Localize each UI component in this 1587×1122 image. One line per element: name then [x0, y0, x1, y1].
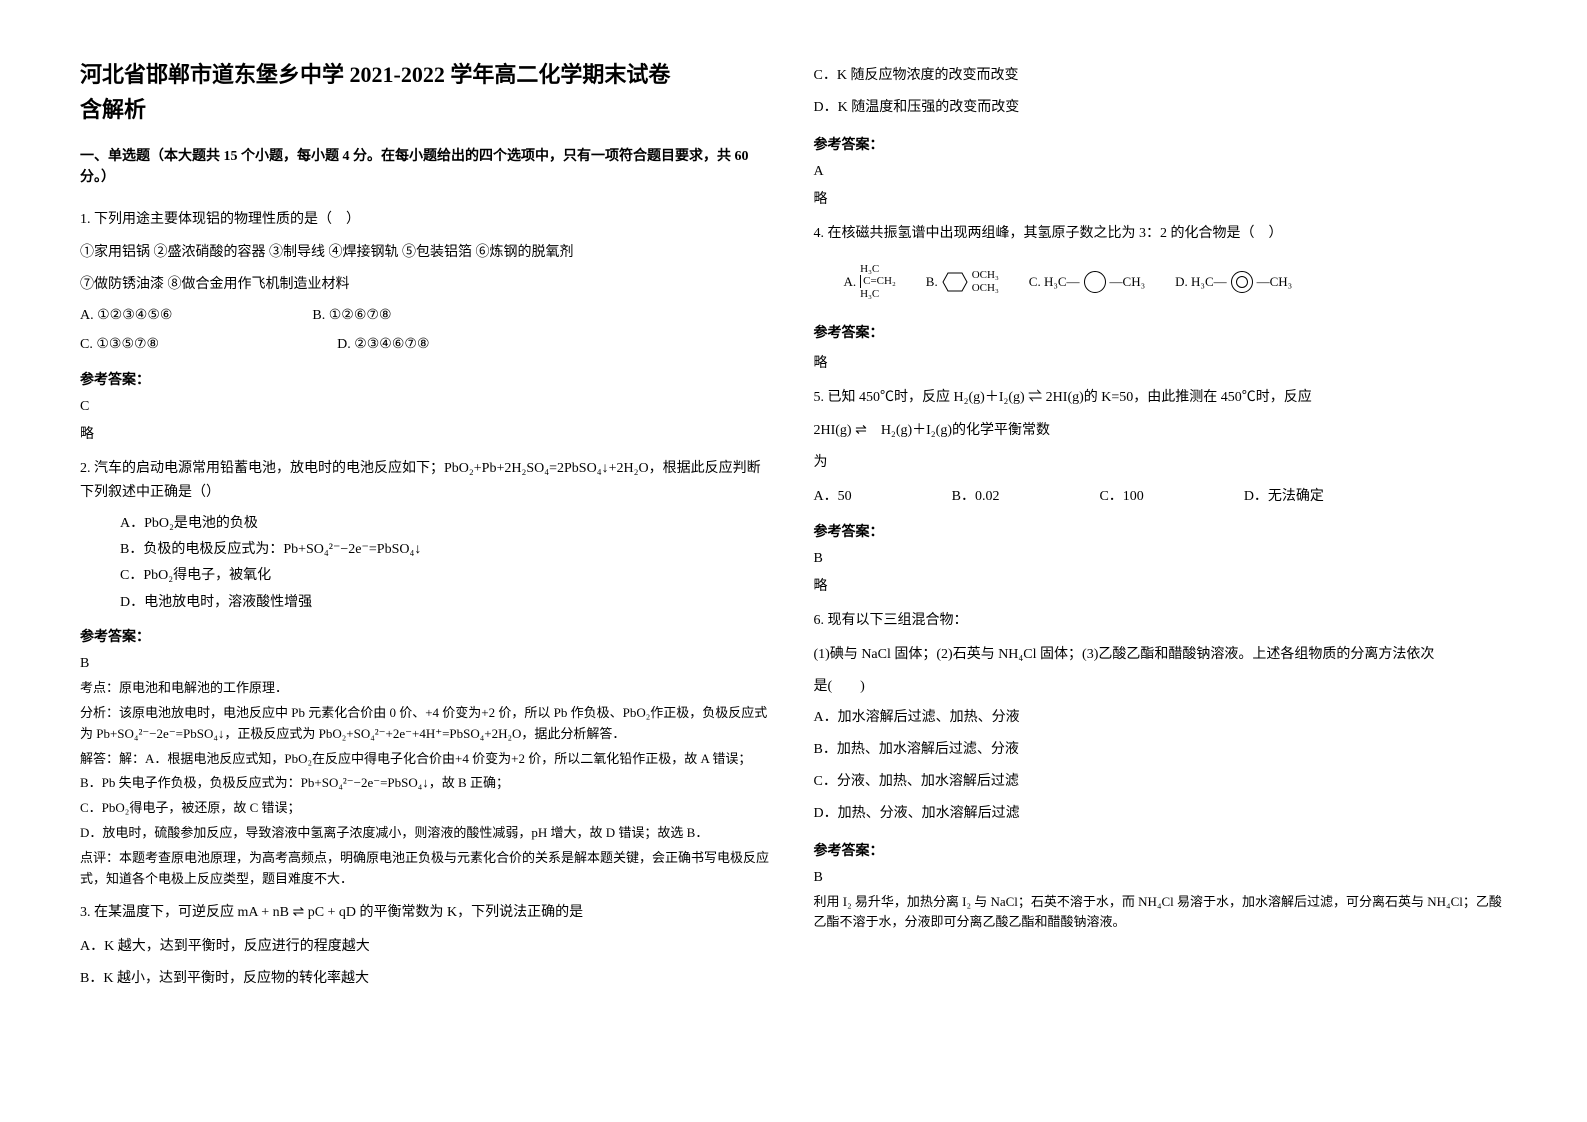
q4-structA-mid: C=CH₂ [860, 275, 896, 287]
q5-options: A．50 B．0.02 C．100 D．无法确定 [814, 485, 1508, 505]
q1-stem: 1. 下列用途主要体现铝的物理性质的是（ ） [80, 208, 774, 232]
q2-analysis-1: 考点：原电池和电解池的工作原理． [80, 678, 774, 699]
q3-stem: 3. 在某温度下，可逆反应 mA + nB ⇌ pC + qD 的平衡常数为 K… [80, 901, 774, 925]
q3-optA: A．K 越大，达到平衡时，反应进行的程度越大 [80, 935, 774, 959]
q2-analysis-2: 分析：该原电池放电时，电池反应中 Pb 元素化合价由 0 价、+4 价变为+2 … [80, 703, 774, 745]
q4-omit: 略 [814, 352, 1508, 372]
q2-answer-label: 参考答案： [80, 626, 774, 646]
q3-answer: A [814, 164, 1508, 180]
q4-structB: B. OCH₃ OCH₃ [926, 269, 999, 293]
q2-analysis-4: B．Pb 失电子作负极，负极反应式为：Pb+SO₄²⁻−2e⁻=PbSO₄↓，故… [80, 773, 774, 794]
q6-answer-label: 参考答案： [814, 840, 1508, 860]
q6-optB: B．加热、加水溶解后过滤、分液 [814, 738, 1508, 762]
q2-analysis-3: 解答：解：A．根据电池反应式知，PbO₂在反应中得电子化合价由+4 价变为+2 … [80, 749, 774, 770]
q2-optB: B．负极的电极反应式为：Pb+SO₄²⁻−2e⁻=PbSO₄↓ [120, 539, 774, 561]
q6-stem: 6. 现有以下三组混合物： [814, 609, 1508, 633]
q4-structA-top: H₃C [860, 263, 896, 275]
q6-analysis: 利用 I₂ 易升华，加热分离 I₂ 与 NaCl；石英不溶于水，而 NH₄Cl … [814, 892, 1508, 934]
q3-answer-label: 参考答案： [814, 134, 1508, 154]
q4-structures: A. H₃C C=CH₂ H₃C B. OCH₃ OCH₃ C. H₃C— —C… [844, 263, 1508, 299]
q3-optB: B．K 越小，达到平衡时，反应物的转化率越大 [80, 967, 774, 991]
q4-structB-top: OCH₃ [972, 269, 999, 281]
q3-omit: 略 [814, 188, 1508, 208]
q4-structA-bot: H₃C [860, 288, 896, 300]
ring-inner-icon [1236, 276, 1248, 288]
q4-structB-frac: OCH₃ OCH₃ [972, 269, 999, 293]
q4-labA: A. [844, 274, 857, 290]
q1-optA: A. ①②③④⑤⑥ [80, 307, 172, 324]
q2-optD: D．电池放电时，溶液酸性增强 [120, 592, 774, 614]
q6-optD: D．加热、分液、加水溶解后过滤 [814, 802, 1508, 826]
q1-answer-label: 参考答案： [80, 369, 774, 389]
benzene-ring-icon [1231, 271, 1253, 293]
q4-structA: A. H₃C C=CH₂ H₃C [844, 263, 896, 299]
q5-stem2: 2HI(g) ⇌ H₂(g)＋I₂(g)的化学平衡常数 [814, 419, 1508, 443]
q4-labD: D. H₃C— [1175, 274, 1226, 290]
q1-answer: C [80, 399, 774, 415]
q4-labC: C. H₃C— [1029, 274, 1080, 290]
q4-labB: B. [926, 274, 938, 290]
q6-line2: 是( ) [814, 675, 1508, 699]
q1-optC: C. ①③⑤⑦⑧ [80, 336, 159, 353]
q4-structB-bot: OCH₃ [972, 282, 999, 294]
q2-stem: 2. 汽车的启动电源常用铅蓄电池，放电时的电池反应如下；PbO₂+Pb+2H₂S… [80, 457, 774, 505]
exam-title-line1: 河北省邯郸市道东堡乡中学 2021-2022 学年高二化学期末试卷 [80, 60, 774, 91]
q4-structD: D. H₃C— —CH₃ [1175, 271, 1292, 293]
q3-optD: D．K 随温度和压强的改变而改变 [814, 96, 1508, 120]
section-header: 一、单选题（本大题共 15 个小题，每小题 4 分。在每小题给出的四个选项中，只… [80, 146, 774, 188]
q2-optA: A．PbO₂是电池的负极 [120, 513, 774, 535]
q5-omit: 略 [814, 575, 1508, 595]
q5-stem3: 为 [814, 451, 1508, 475]
q5-answer-label: 参考答案： [814, 521, 1508, 541]
q4-structC: C. H₃C— —CH₃ [1029, 271, 1145, 293]
q5-optA: A．50 [814, 485, 852, 505]
q6-answer: B [814, 870, 1508, 886]
q4-structA-frac: H₃C C=CH₂ H₃C [860, 263, 896, 299]
q4-stem: 4. 在核磁共振氢谱中出现两组峰，其氢原子数之比为 3：2 的化合物是（ ） [814, 222, 1508, 246]
q6-optA: A．加水溶解后过滤、加热、分液 [814, 706, 1508, 730]
q1-options-row1: A. ①②③④⑤⑥ B. ①②⑥⑦⑧ [80, 307, 774, 324]
q5-optB: B．0.02 [952, 485, 1000, 505]
q5-optD: D．无法确定 [1244, 485, 1324, 505]
q1-optB: B. ①②⑥⑦⑧ [312, 307, 391, 324]
q4-labD2: —CH₃ [1257, 274, 1293, 290]
q3-optC: C．K 随反应物浓度的改变而改变 [814, 64, 1508, 88]
q4-answer-label: 参考答案： [814, 322, 1508, 342]
benzene-icon [942, 271, 968, 293]
cyclohexane-icon [1084, 271, 1106, 293]
q5-optC: C．100 [1099, 485, 1143, 505]
q6-optC: C．分液、加热、加水溶解后过滤 [814, 770, 1508, 794]
q2-optC: C．PbO₂得电子，被氧化 [120, 565, 774, 587]
q1-line2: ⑦做防锈油漆 ⑧做合金用作飞机制造业材料 [80, 273, 774, 297]
q2-analysis-5: C．PbO₂得电子，被还原，故 C 错误； [80, 798, 774, 819]
q6-line1: (1)碘与 NaCl 固体；(2)石英与 NH₄Cl 固体；(3)乙酸乙酯和醋酸… [814, 643, 1508, 667]
q2-analysis-6: D．放电时，硫酸参加反应，导致溶液中氢离子浓度减小，则溶液的酸性减弱，pH 增大… [80, 823, 774, 844]
q1-optD: D. ②③④⑥⑦⑧ [337, 336, 429, 353]
q2-answer: B [80, 656, 774, 672]
q5-answer: B [814, 551, 1508, 567]
q1-omit: 略 [80, 423, 774, 443]
left-column: 河北省邯郸市道东堡乡中学 2021-2022 学年高二化学期末试卷 含解析 一、… [80, 60, 774, 1062]
right-column: C．K 随反应物浓度的改变而改变 D．K 随温度和压强的改变而改变 参考答案： … [814, 60, 1508, 1062]
q4-labC2: —CH₃ [1110, 274, 1146, 290]
q1-line1: ①家用铝锅 ②盛浓硝酸的容器 ③制导线 ④焊接钢轨 ⑤包装铝箔 ⑥炼钢的脱氧剂 [80, 241, 774, 265]
q2-analysis-7: 点评：本题考查原电池原理，为高考高频点，明确原电池正负极与元素化合价的关系是解本… [80, 848, 774, 890]
exam-title-line2: 含解析 [80, 95, 774, 126]
q1-options-row2: C. ①③⑤⑦⑧ D. ②③④⑥⑦⑧ [80, 336, 774, 353]
q5-stem1: 5. 已知 450℃时，反应 H₂(g)＋I₂(g) ⇌ 2HI(g)的 K=5… [814, 386, 1508, 410]
